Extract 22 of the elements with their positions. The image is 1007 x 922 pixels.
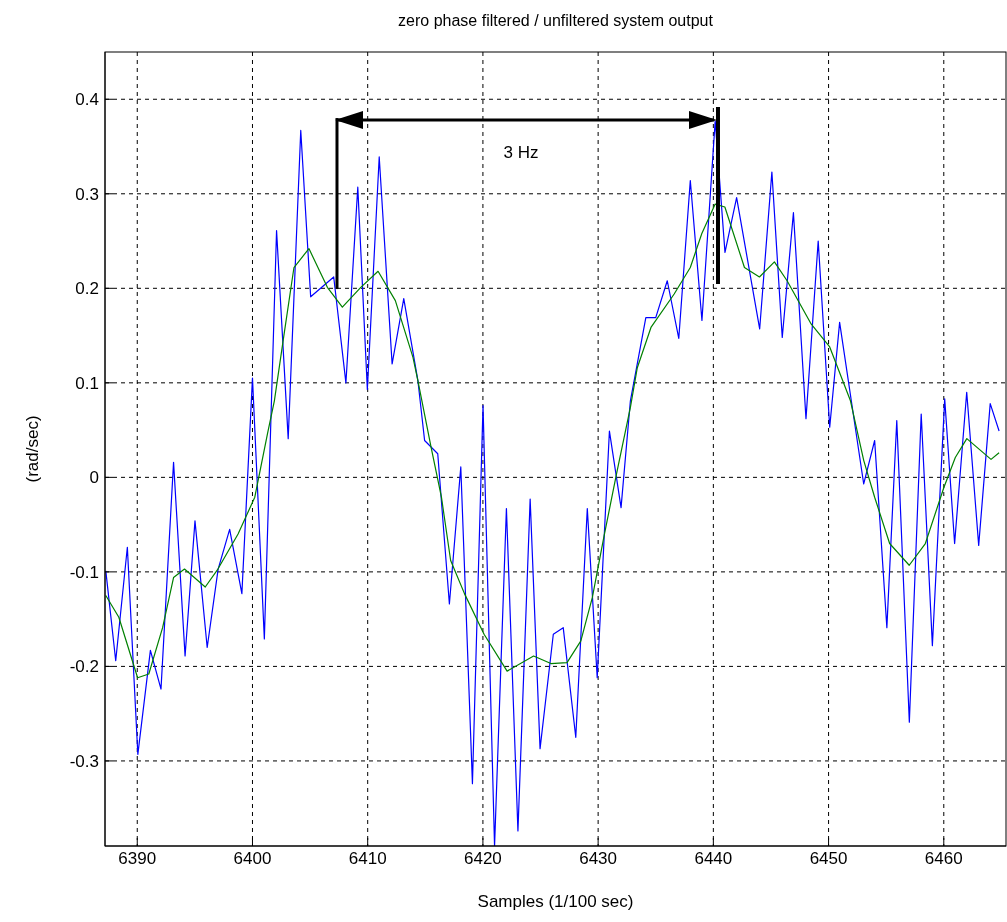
x-tick-label: 6430	[579, 849, 618, 869]
y-tick-label: -0.3	[69, 751, 99, 771]
y-tick-label: -0.1	[69, 562, 99, 582]
y-tick-label: 0.3	[75, 184, 99, 204]
y-tick-label: -0.2	[69, 657, 99, 677]
chart-title: zero phase filtered / unfiltered system output	[398, 12, 714, 29]
x-tick-label: 6390	[118, 849, 157, 869]
x-tick-label: 6420	[464, 849, 502, 869]
y-axis-title: (rad/sec)	[23, 415, 42, 483]
x-tick-label: 6450	[809, 849, 848, 869]
x-axis-title: Samples (1/100 sec)	[477, 892, 634, 911]
y-tick-label: 0	[89, 468, 99, 488]
x-tick-label: 6410	[348, 849, 387, 869]
y-tick-label: 0.2	[75, 279, 99, 299]
line-series	[105, 120, 1000, 846]
x-tick-label: 6440	[694, 849, 733, 869]
x-tick-label: 6400	[233, 849, 272, 869]
line-series	[105, 203, 1000, 679]
y-tick-label: 0.1	[75, 373, 99, 393]
annotation: 3 Hz	[503, 143, 539, 163]
y-tick-label: 0.4	[75, 90, 99, 110]
x-tick-label: 6460	[924, 849, 963, 869]
